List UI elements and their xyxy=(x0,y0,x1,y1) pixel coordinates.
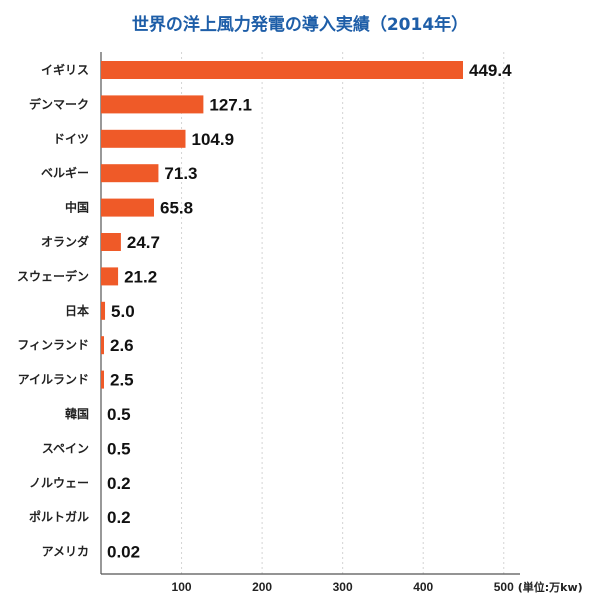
value-label: 0.2 xyxy=(107,474,131,493)
value-label: 71.3 xyxy=(164,164,197,183)
value-label: 104.9 xyxy=(191,130,234,149)
value-label: 5.0 xyxy=(111,302,135,321)
bar xyxy=(101,336,104,355)
value-label: 0.02 xyxy=(107,543,140,562)
value-label: 0.5 xyxy=(107,405,131,424)
category-label: ドイツ xyxy=(53,132,89,146)
value-label: 24.7 xyxy=(127,233,160,252)
value-label: 65.8 xyxy=(160,199,193,218)
bar xyxy=(101,301,106,320)
value-label: 449.4 xyxy=(469,61,512,80)
x-tick-label: 500 xyxy=(494,580,514,594)
value-label: 2.5 xyxy=(110,371,134,390)
value-label: 2.6 xyxy=(110,336,134,355)
x-tick-label: 200 xyxy=(252,580,272,594)
category-label: ポルトガル xyxy=(29,509,89,524)
bar xyxy=(101,198,155,217)
bar xyxy=(101,61,463,79)
category-label: スウェーデン xyxy=(17,268,89,283)
value-label: 0.5 xyxy=(107,439,131,458)
value-label: 0.2 xyxy=(107,508,131,527)
x-tick-label: 300 xyxy=(333,580,353,594)
category-label: フィンランド xyxy=(17,338,89,352)
category-label: 韓国 xyxy=(65,406,89,421)
x-tick-label: 100 xyxy=(172,580,192,594)
category-label: アイルランド xyxy=(18,373,89,387)
category-label: アメリカ xyxy=(42,545,89,559)
category-label: 日本 xyxy=(65,303,89,318)
category-label: スペイン xyxy=(42,441,89,455)
category-label: ベルギー xyxy=(41,165,89,180)
x-tick-label: 400 xyxy=(413,580,433,594)
category-label: 中国 xyxy=(65,200,89,215)
unit-label: (単位:万kw) xyxy=(518,580,583,594)
bar xyxy=(101,129,186,148)
bars xyxy=(101,61,463,389)
bar xyxy=(101,233,121,251)
bar xyxy=(101,370,104,389)
value-label: 21.2 xyxy=(124,267,157,286)
value-label: 127.1 xyxy=(209,95,252,114)
bar xyxy=(101,267,119,286)
labels: 100 200 300 400 500 (単位:万kw) イギリス 449.4 デンマーク 127… xyxy=(17,61,583,594)
chart-title: 世界の洋上風力発電の導入実績（2014年） xyxy=(131,15,469,35)
bar xyxy=(101,95,204,114)
category-label: オランダ xyxy=(41,234,89,249)
bar xyxy=(101,164,159,183)
grid-lines xyxy=(181,52,505,574)
category-label: ノルウェー xyxy=(29,476,89,490)
category-label: デンマーク xyxy=(29,96,89,111)
category-label: イギリス xyxy=(41,62,89,77)
